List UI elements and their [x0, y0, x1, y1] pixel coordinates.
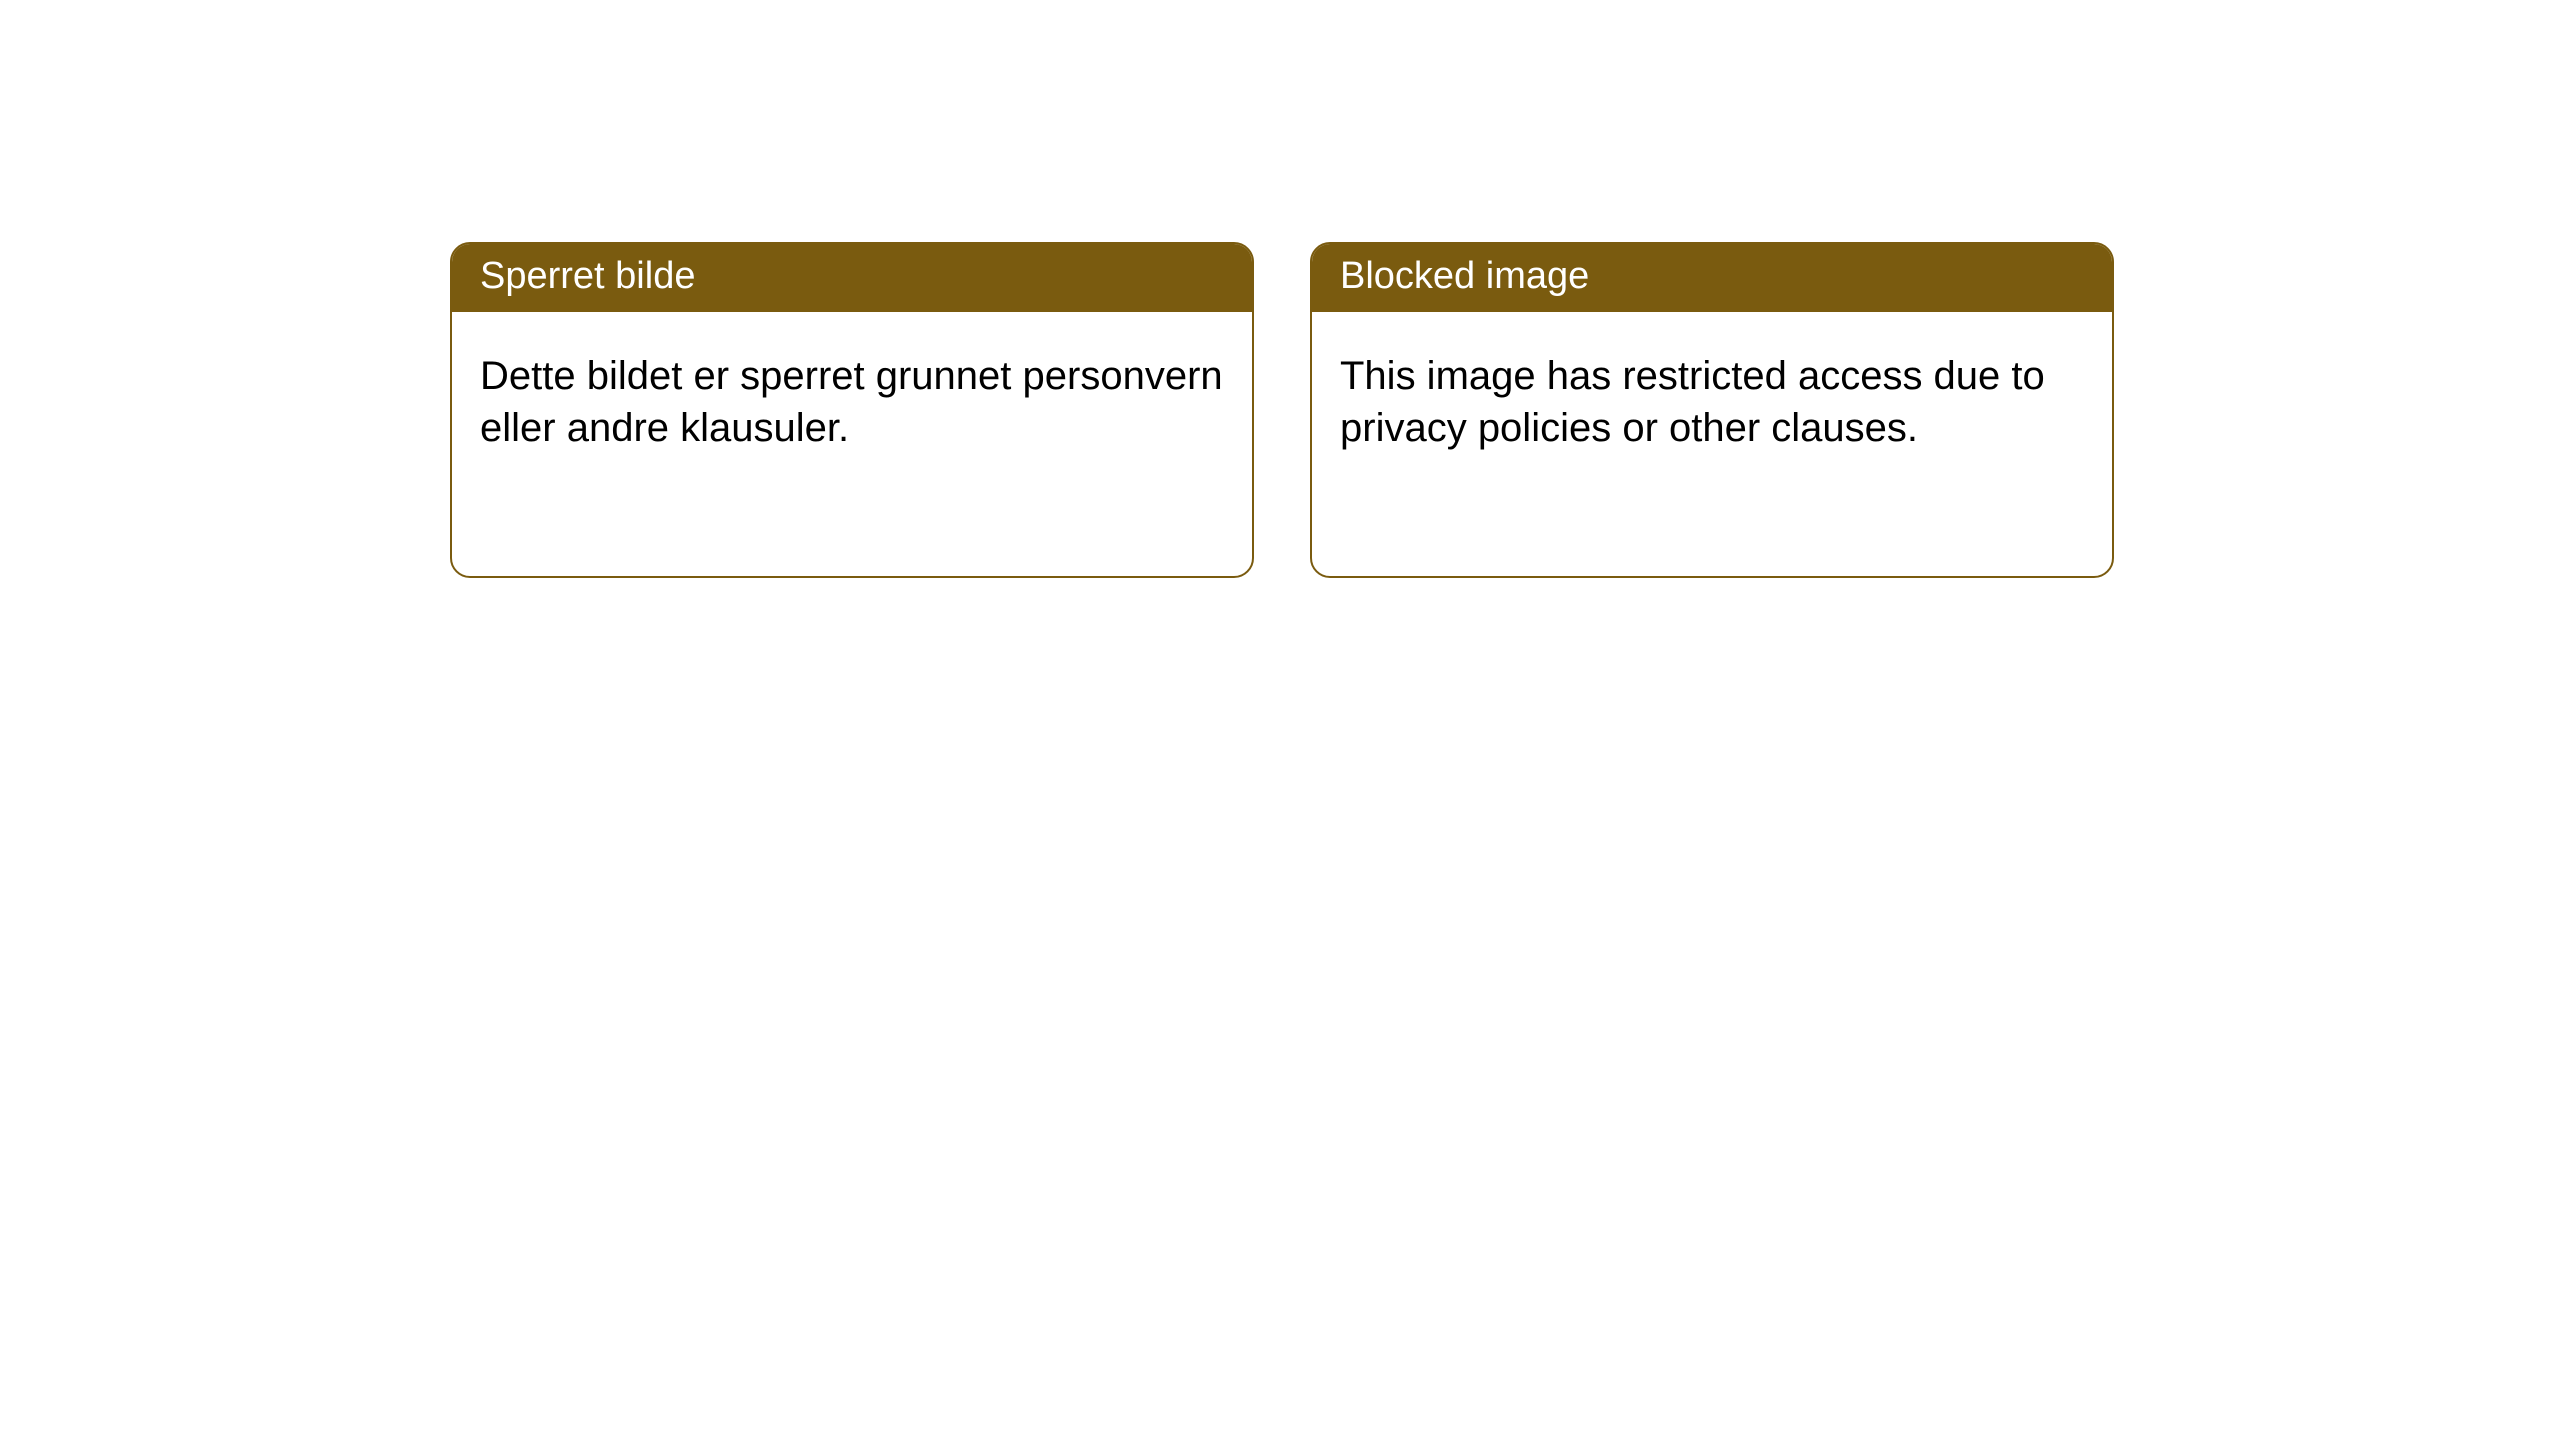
card-header-no: Sperret bilde — [452, 244, 1252, 312]
card-body-no: Dette bildet er sperret grunnet personve… — [452, 312, 1252, 484]
blocked-image-card-en: Blocked image This image has restricted … — [1310, 242, 2114, 578]
blocked-image-card-no: Sperret bilde Dette bildet er sperret gr… — [450, 242, 1254, 578]
card-body-en: This image has restricted access due to … — [1312, 312, 2112, 484]
cards-container: Sperret bilde Dette bildet er sperret gr… — [0, 0, 2560, 578]
card-header-en: Blocked image — [1312, 244, 2112, 312]
